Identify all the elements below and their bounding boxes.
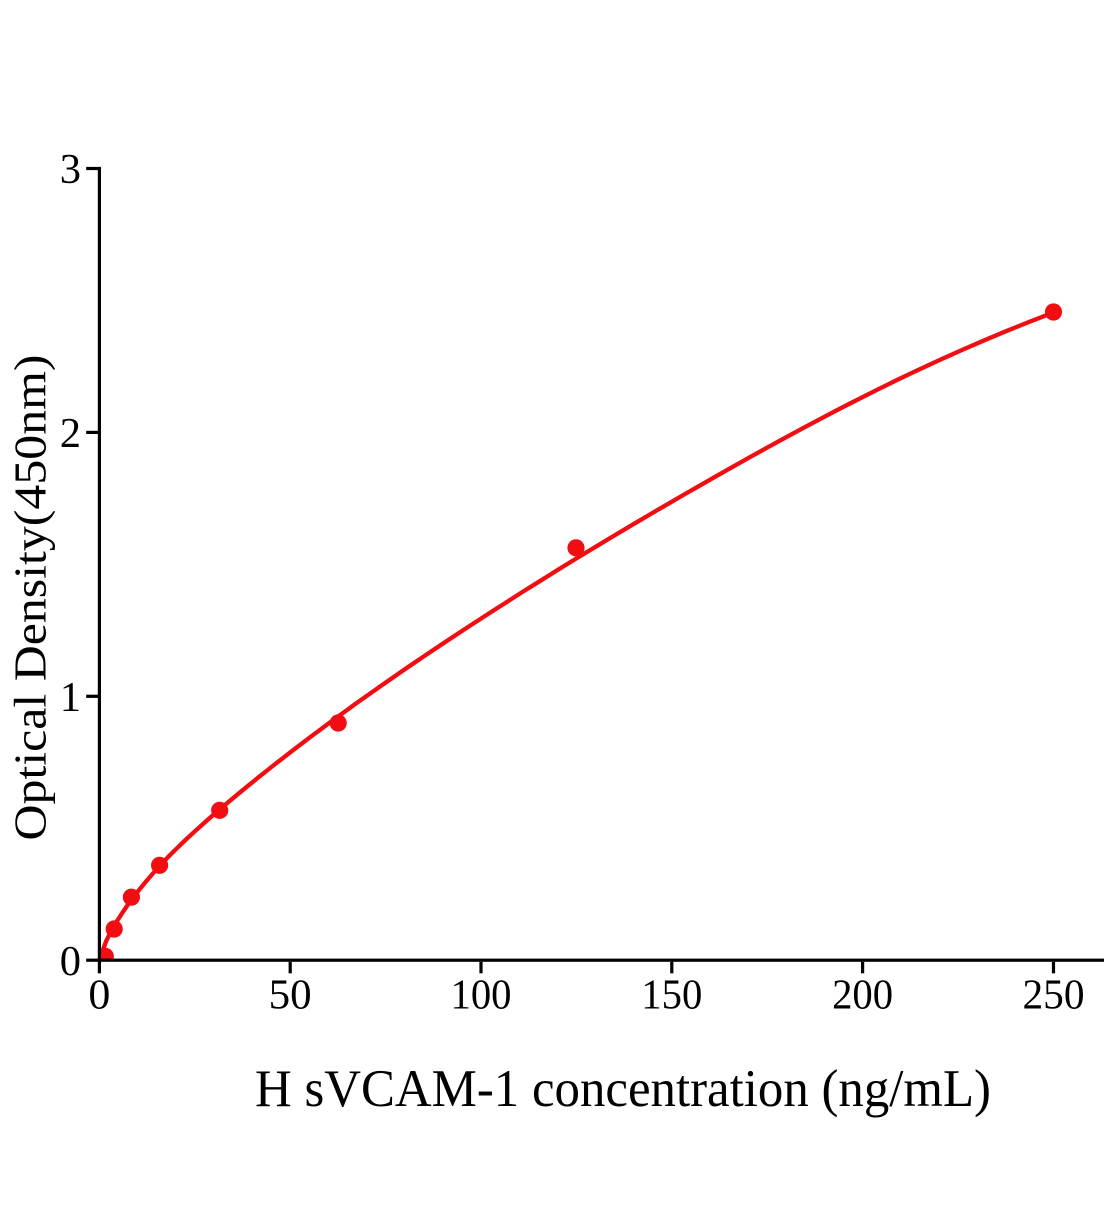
svg-text:150: 150 xyxy=(641,972,702,1019)
svg-text:H sVCAM-1 concentration (ng/mL: H sVCAM-1 concentration (ng/mL) xyxy=(255,1060,991,1118)
svg-text:100: 100 xyxy=(451,972,512,1019)
svg-text:2: 2 xyxy=(60,410,81,457)
svg-text:250: 250 xyxy=(1023,972,1085,1019)
svg-text:200: 200 xyxy=(832,972,893,1019)
svg-text:1: 1 xyxy=(60,674,81,721)
svg-text:Optical Density(450nm): Optical Density(450nm) xyxy=(5,355,56,841)
svg-text:50: 50 xyxy=(269,972,312,1019)
svg-text:0: 0 xyxy=(88,972,110,1019)
svg-text:3: 3 xyxy=(60,146,81,193)
svg-text:0: 0 xyxy=(60,938,81,985)
